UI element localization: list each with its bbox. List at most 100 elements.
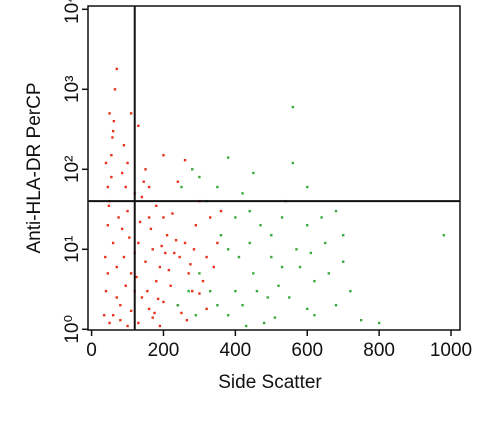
data-point <box>205 307 208 311</box>
data-point <box>129 112 133 115</box>
y-tick-label: 10⁰ <box>62 315 83 344</box>
data-point <box>234 216 237 219</box>
data-point <box>111 314 115 317</box>
data-point <box>255 289 259 293</box>
data-point <box>183 241 187 245</box>
data-point <box>334 304 338 307</box>
data-point <box>162 300 165 304</box>
data-point <box>147 307 151 311</box>
data-point <box>266 296 269 299</box>
data-point <box>259 224 262 227</box>
data-point <box>334 209 338 213</box>
data-point <box>226 314 230 317</box>
data-point <box>171 212 174 215</box>
plot-frame <box>87 5 461 331</box>
data-point <box>327 272 331 275</box>
data-point <box>122 255 126 259</box>
data-point <box>377 321 381 325</box>
data-point <box>298 265 302 269</box>
data-point <box>359 318 363 322</box>
data-point <box>162 154 165 157</box>
data-point <box>270 234 273 237</box>
data-point <box>241 192 244 195</box>
data-point <box>147 216 151 219</box>
data-point <box>104 161 108 165</box>
data-point <box>183 158 187 162</box>
data-point <box>216 241 219 245</box>
data-point <box>119 318 122 322</box>
data-point <box>209 289 212 293</box>
data-point <box>313 279 316 283</box>
data-point <box>237 255 241 259</box>
data-point <box>173 251 176 255</box>
data-point <box>137 321 140 325</box>
data-point <box>192 248 196 251</box>
data-point <box>270 255 273 259</box>
data-point <box>108 321 111 325</box>
data-point <box>226 156 230 159</box>
data-point <box>104 255 107 259</box>
data-point <box>219 209 223 213</box>
data-point <box>126 161 129 165</box>
data-point <box>153 311 156 315</box>
data-point <box>140 296 144 299</box>
data-point <box>165 234 169 237</box>
y-tick-label: 10² <box>62 156 83 183</box>
data-point <box>169 284 172 287</box>
data-point <box>120 227 124 231</box>
data-point <box>341 260 345 263</box>
data-point <box>198 292 201 295</box>
data-point <box>313 314 316 317</box>
y-tick-label: 10¹ <box>62 236 83 263</box>
data-point <box>180 311 183 315</box>
data-point <box>108 112 111 115</box>
y-tick-label: 10³ <box>62 76 83 103</box>
data-point <box>244 324 248 328</box>
data-point <box>324 241 327 245</box>
data-point <box>262 321 266 325</box>
data-point <box>158 265 162 269</box>
data-point <box>107 204 111 207</box>
data-point <box>135 275 138 279</box>
y-axis-title: Anti-HLA-DR PerCP <box>24 82 45 253</box>
data-point <box>291 161 295 165</box>
data-point <box>291 105 295 109</box>
data-point <box>126 324 129 328</box>
data-point <box>191 168 194 171</box>
x-axis-title: Side Scatter <box>218 372 322 393</box>
data-point <box>277 284 280 287</box>
data-point <box>185 318 189 322</box>
data-point <box>174 238 178 242</box>
data-point <box>144 260 147 263</box>
data-point <box>349 289 352 293</box>
data-point <box>201 279 205 283</box>
data-point <box>156 297 160 301</box>
y-tick-label: 10⁴ <box>62 0 83 24</box>
data-point <box>212 265 215 269</box>
data-point <box>191 289 194 293</box>
data-point <box>106 272 109 275</box>
data-point <box>155 204 158 207</box>
data-point <box>216 185 219 189</box>
data-point <box>151 248 154 251</box>
data-point <box>155 279 158 283</box>
data-point <box>248 209 251 213</box>
data-point <box>167 268 171 272</box>
data-point <box>306 307 309 311</box>
data-point <box>140 195 144 199</box>
data-point <box>194 314 198 317</box>
data-point <box>115 265 118 269</box>
data-point <box>295 248 298 251</box>
data-point <box>124 284 127 287</box>
data-point <box>198 175 201 179</box>
data-point <box>252 171 255 175</box>
data-point <box>280 216 284 219</box>
data-point <box>149 227 153 231</box>
data-point <box>187 272 190 275</box>
data-point <box>158 324 162 328</box>
data-point <box>189 263 192 266</box>
x-tick-label: 200 <box>148 340 180 361</box>
data-point <box>102 314 106 317</box>
